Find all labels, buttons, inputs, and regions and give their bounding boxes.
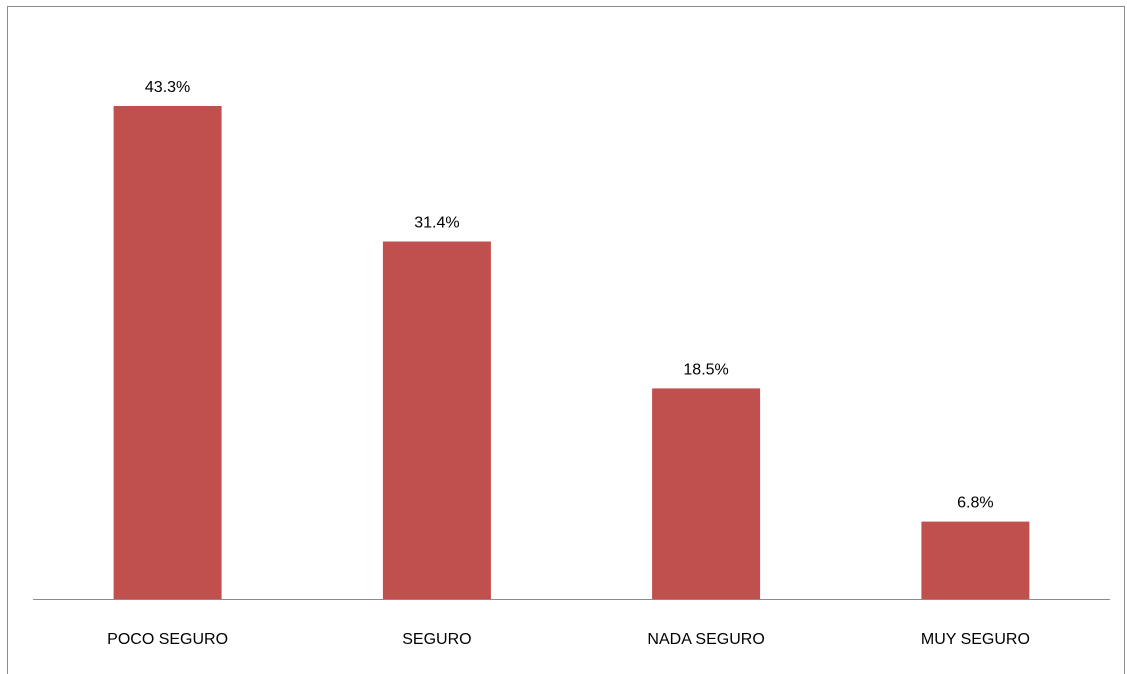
category-label: MUY SEGURO (921, 631, 1030, 648)
category-label: NADA SEGURO (647, 631, 764, 648)
value-label: 6.8% (957, 495, 993, 512)
bar-group (113, 106, 1030, 599)
bar-poco-seguro (113, 106, 222, 599)
value-label: 43.3% (145, 79, 190, 96)
category-label: POCO SEGURO (107, 631, 228, 648)
category-label: SEGURO (402, 631, 471, 648)
bar-seguro (382, 241, 491, 599)
value-label: 18.5% (683, 361, 728, 378)
bar-nada-seguro (652, 388, 761, 599)
bar-muy-seguro (921, 521, 1030, 599)
value-label: 31.4% (414, 215, 459, 232)
category-label-group: POCO SEGURO SEGURO NADA SEGURO MUY SEGURO (107, 631, 1030, 648)
value-label-group: 43.3% 31.4% 18.5% 6.8% (145, 79, 994, 512)
